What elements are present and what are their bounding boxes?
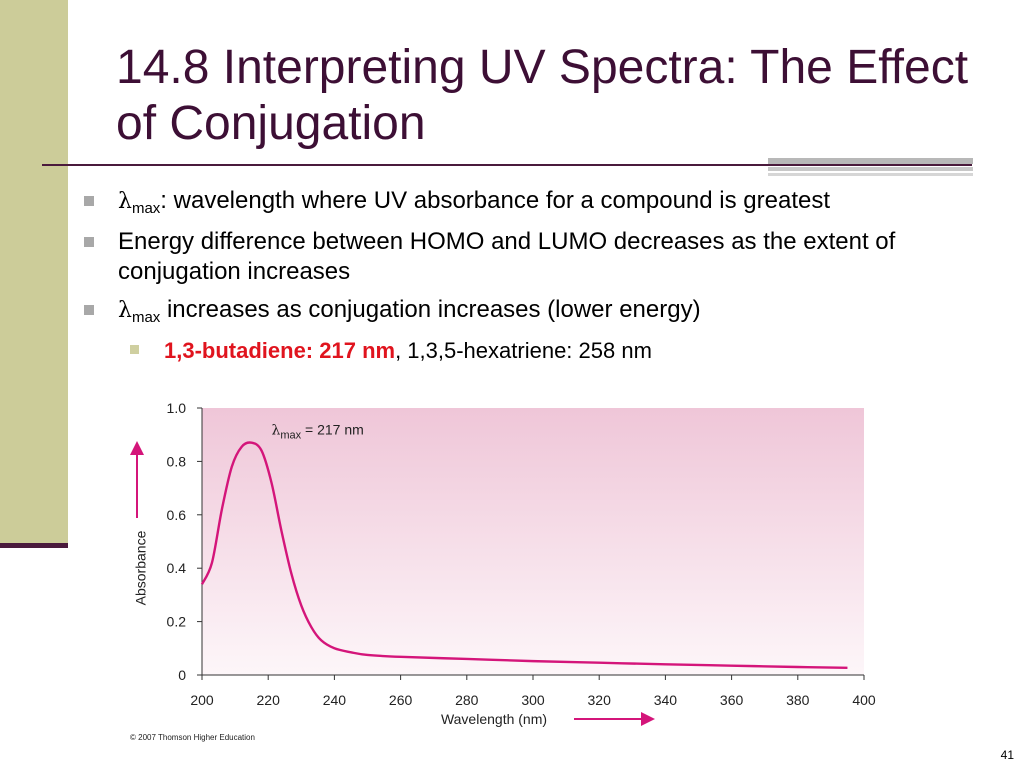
y-tick-label: 1.0 [167, 400, 187, 416]
x-tick-label: 340 [654, 692, 678, 708]
x-tick-label: 220 [257, 692, 281, 708]
uv-spectrum-chart: 200 220 240 260 280 300 320 340 360 380 400 0 0.2 0.4… [128, 398, 878, 744]
x-tick-label: 380 [786, 692, 810, 708]
annotation-lambda: λ [272, 423, 281, 439]
page-number: 41 [1000, 748, 1014, 762]
ticks: 200 220 240 260 280 300 320 340 360 380 400 0 0.2 0.4… [167, 400, 876, 708]
bullet-text: : wavelength where UV absorbance for a c… [160, 187, 831, 214]
plot-area [202, 408, 864, 675]
absorbance-curve [200, 441, 848, 669]
x-tick-label: 360 [720, 692, 744, 708]
decorative-stripes [768, 158, 973, 178]
bullet-text: increases as conjugation increases (lowe… [160, 296, 701, 323]
y-tick-label: 0.8 [167, 453, 187, 469]
square-bullet-icon [84, 305, 94, 315]
lambda-symbol: λ [118, 298, 132, 323]
x-tick-label: 240 [323, 692, 347, 708]
title-underline [42, 164, 972, 166]
x-tick-label: 320 [588, 692, 612, 708]
x-tick-label: 300 [521, 692, 545, 708]
y-tick-label: 0.6 [167, 507, 187, 523]
annotation-value: = 217 nm [301, 422, 364, 438]
bullet-homo-lumo: Energy difference between HOMO and LUMO … [84, 227, 984, 287]
y-tick-label: 0.4 [167, 560, 187, 576]
x-tick-label: 260 [389, 692, 413, 708]
max-subscript: max [131, 309, 161, 326]
x-axis-label: Wavelength (nm) [441, 711, 547, 727]
lambda-symbol: λ [118, 189, 132, 214]
y-tick-label: 0 [178, 667, 186, 683]
left-accent-rule [0, 543, 68, 548]
annotation-sub: max [280, 430, 301, 442]
uv-spectrum-svg: 200 220 240 260 280 300 320 340 360 380 400 0 0.2 0.4… [130, 400, 876, 742]
bullet-text: Energy difference between HOMO and LUMO … [118, 228, 896, 285]
y-tick-label: 0.2 [167, 614, 187, 630]
bullet-lambda-increases: λmax increases as conjugation increases … [84, 295, 984, 328]
square-bullet-icon [84, 237, 94, 247]
bullet-list: λmax: wavelength where UV absorbance for… [84, 186, 984, 374]
y-axis-label: Absorbance [133, 530, 149, 605]
bullet-lambda-max-definition: λmax: wavelength where UV absorbance for… [84, 186, 984, 219]
left-accent-bar [0, 0, 68, 545]
x-tick-label: 280 [455, 692, 479, 708]
hexatriene-text: , 1,3,5-hexatriene: 258 nm [395, 338, 652, 363]
butadiene-highlight: 1,3-butadiene: 217 nm [164, 338, 396, 363]
copyright-notice: © 2007 Thomson Higher Education [130, 733, 255, 742]
sub-bullet-examples: 1,3-butadiene: 217 nm, 1,3,5-hexatriene:… [130, 336, 984, 366]
max-subscript: max [131, 200, 161, 217]
x-tick-label: 200 [190, 692, 214, 708]
x-tick-label: 400 [852, 692, 876, 708]
square-bullet-icon [130, 345, 139, 354]
slide-title: 14.8 Interpreting UV Spectra: The Effect… [116, 41, 969, 150]
square-bullet-icon [84, 196, 94, 206]
lambda-max-annotation: λmax = 217 nm [272, 422, 364, 442]
